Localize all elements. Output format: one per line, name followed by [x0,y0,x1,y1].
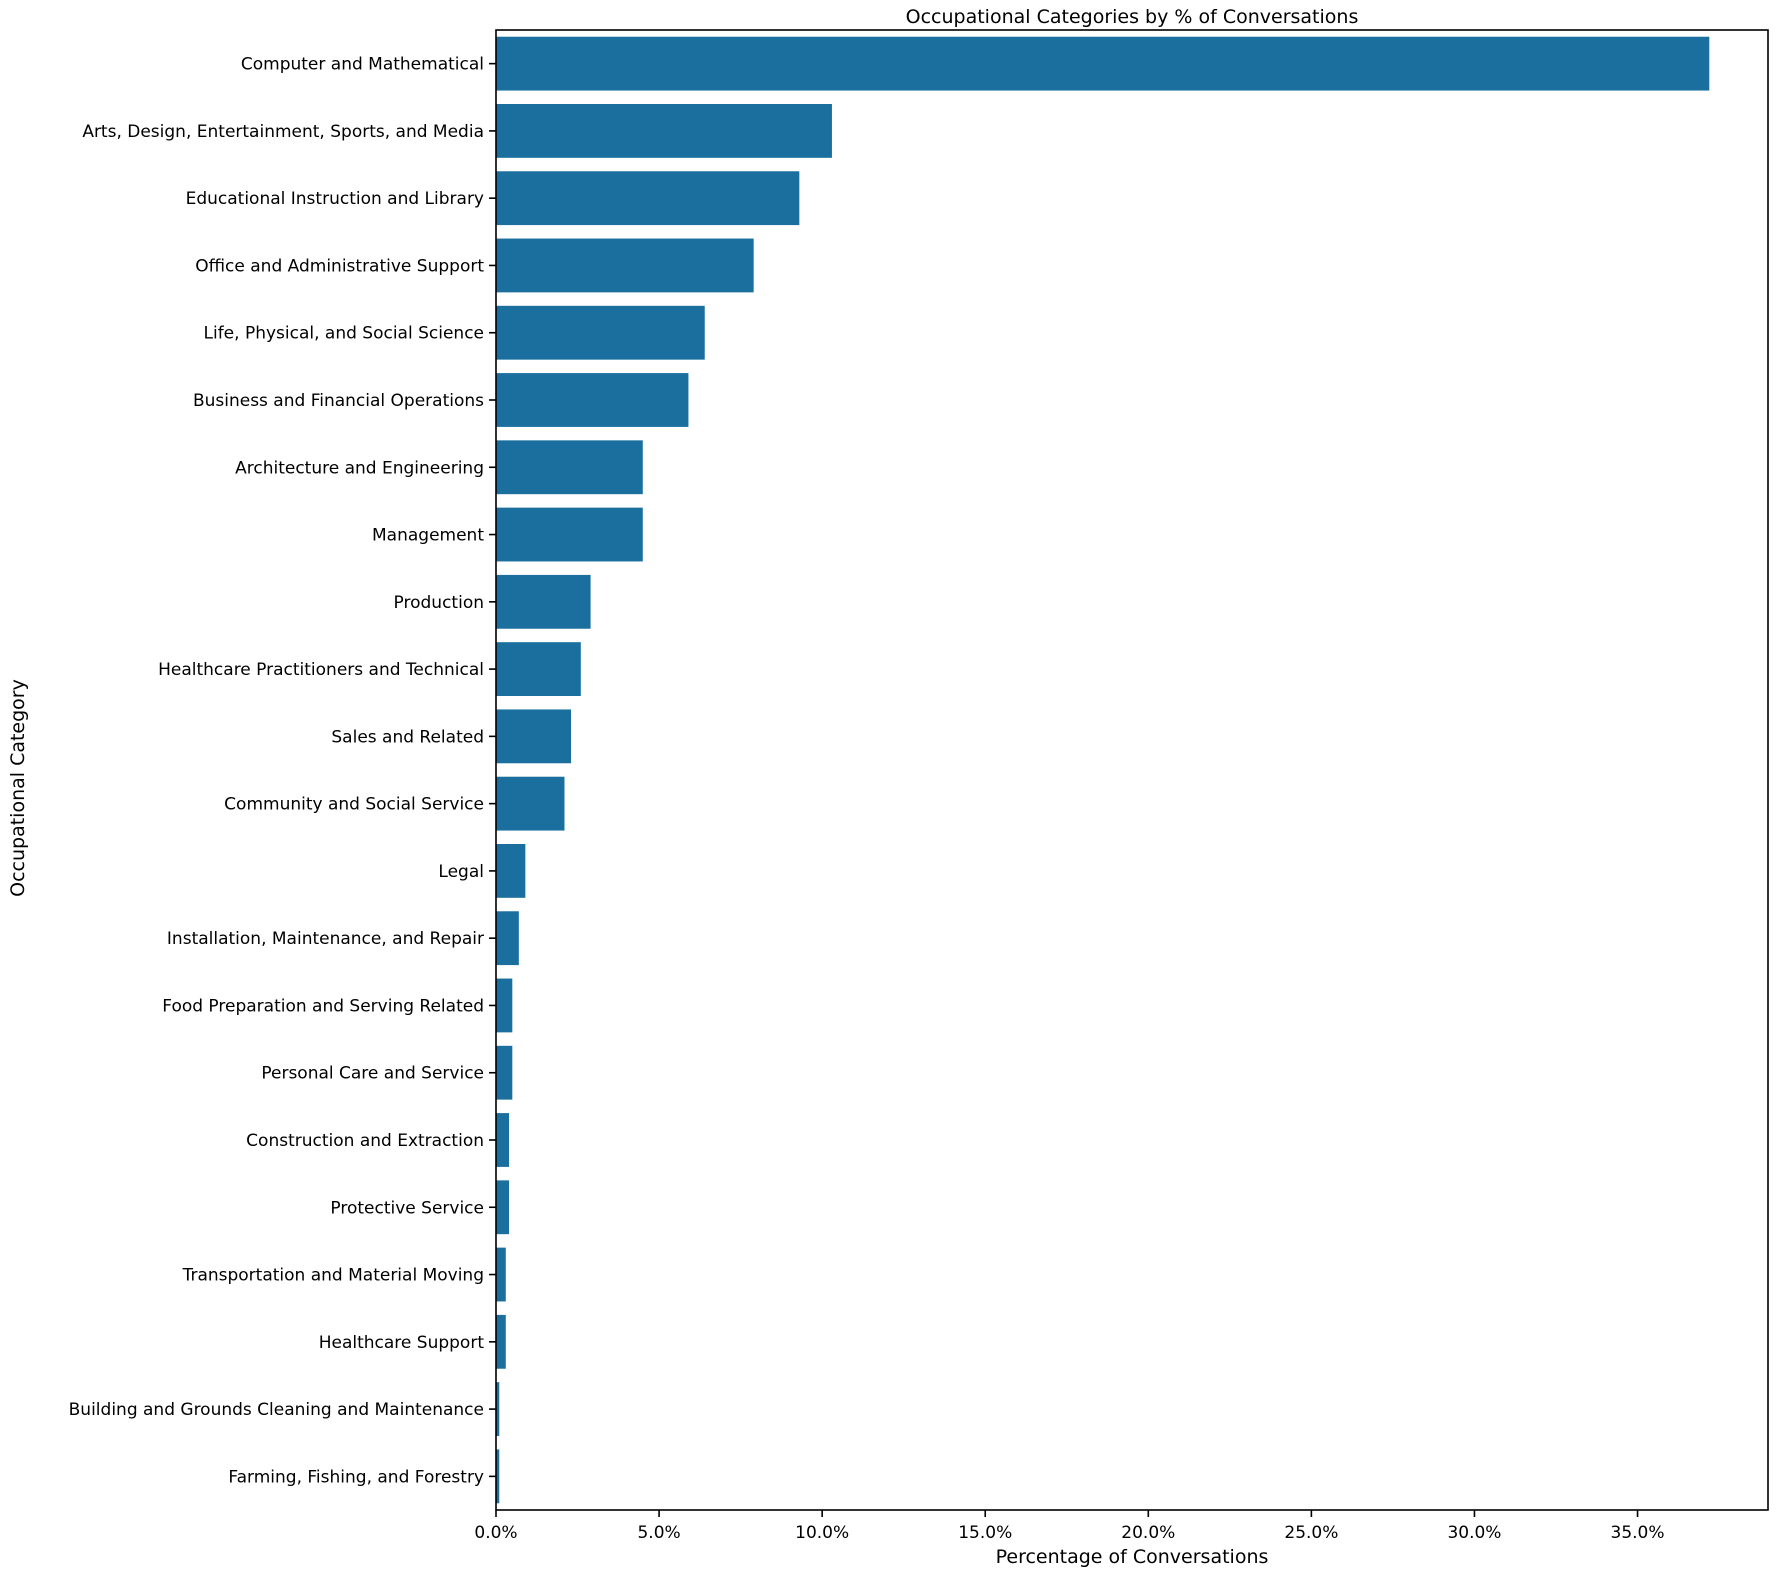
bar [496,1247,506,1302]
bar [496,1314,506,1369]
bar [496,911,519,966]
bars-group [496,36,1710,1504]
x-tick-label: 30.0% [1447,1523,1501,1543]
x-tick-label: 20.0% [1121,1523,1175,1543]
x-tick-label: 25.0% [1284,1523,1338,1543]
y-tick-label: Legal [438,862,484,882]
y-tick-label: Arts, Design, Entertainment, Sports, and… [82,122,484,142]
y-tick-label: Building and Grounds Cleaning and Mainte… [69,1400,484,1420]
x-tick-label: 35.0% [1611,1523,1665,1543]
y-tick-label: Construction and Extraction [246,1131,484,1151]
x-axis-ticks: 0.0% 5.0% 10.0% 15.0% 20.0% 25.0% 30.0% 35.0% [474,1510,1665,1543]
y-tick-label: Computer and Mathematical [241,55,484,75]
bar [496,305,705,360]
bar [496,36,1710,91]
bar [496,440,643,495]
y-tick-label: Production [394,593,484,613]
y-tick-label: Healthcare Support [319,1333,485,1353]
x-tick-label: 5.0% [637,1523,680,1543]
y-tick-label: Food Preparation and Serving Related [162,996,484,1016]
y-tick-label: Business and Financial Operations [193,391,484,411]
y-tick-label: Sales and Related [331,727,484,747]
y-tick-label: Architecture and Engineering [235,458,484,478]
y-tick-label: Healthcare Practitioners and Technical [158,660,484,680]
bar [496,1113,510,1167]
bar [496,373,689,427]
plot-area-frame [495,29,1769,1511]
bar [496,978,513,1033]
bar [496,574,591,629]
bar [496,1382,500,1436]
y-tick-label: Educational Instruction and Library [186,189,484,209]
y-tick-label: Personal Care and Service [261,1064,484,1084]
y-tick-label: Management [372,526,484,546]
y-tick-label: Community and Social Service [224,795,484,815]
x-tick-label: 0.0% [474,1523,517,1543]
y-tick-label: Installation, Maintenance, and Repair [167,929,484,949]
bar [496,507,643,562]
x-axis-label: Percentage of Conversations [996,1546,1269,1568]
y-tick-label: Office and Administrative Support [195,256,484,276]
chart-title: Occupational Categories by % of Conversa… [906,6,1359,28]
bar [496,844,526,898]
y-tick-label: Transportation and Material Moving [182,1266,484,1286]
bar [496,171,800,226]
x-tick-label: 15.0% [958,1523,1012,1543]
y-tick-label: Life, Physical, and Social Science [204,324,485,344]
y-tick-label: Protective Service [330,1198,484,1218]
bar [496,104,832,158]
bar [496,642,581,696]
y-tick-label: Farming, Fishing, and Forestry [228,1467,484,1487]
x-tick-label: 10.0% [795,1523,849,1543]
bar [496,709,572,764]
bar [496,1449,500,1504]
y-axis-label: Occupational Category [7,679,29,897]
bar [496,1180,510,1235]
bar [496,1045,513,1100]
y-axis-ticks: Computer and Mathematical Arts, Design, E… [69,55,496,1487]
bar [496,238,754,293]
bar [496,776,565,831]
